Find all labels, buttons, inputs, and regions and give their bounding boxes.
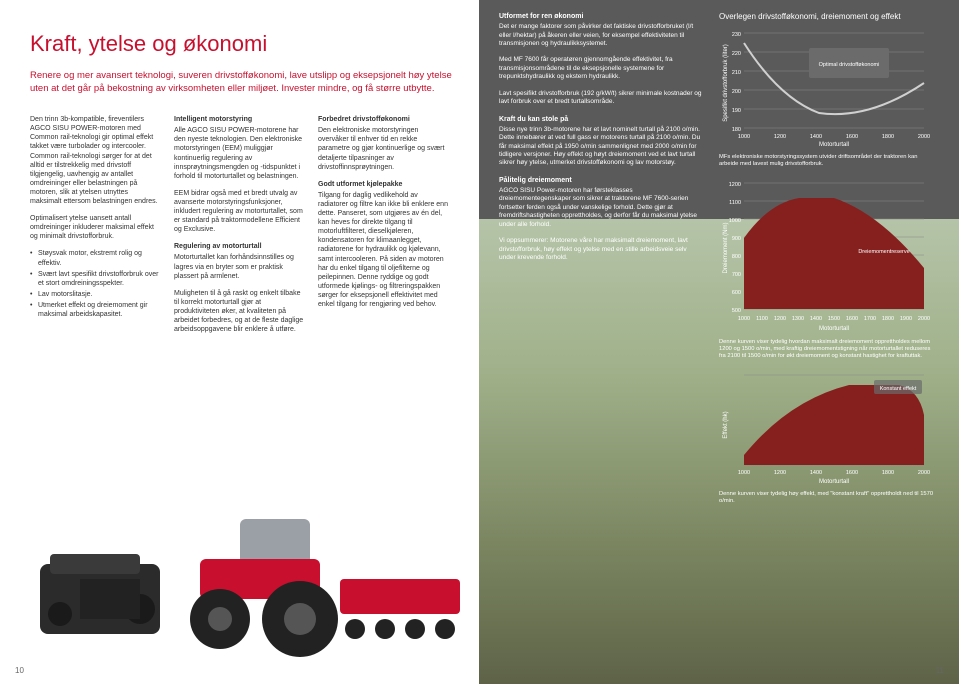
svg-text:210: 210: [732, 70, 741, 76]
svg-text:2000: 2000: [918, 470, 930, 476]
svg-text:Dreiemomentreserve: Dreiemomentreserve: [858, 249, 909, 255]
svg-text:700: 700: [732, 272, 741, 278]
r-p1: Det er mange faktorer som påvirker det f…: [499, 23, 705, 48]
power-chart: 1000 1200 1400 1600 1800 2000 Konstant effekt…: [719, 370, 934, 485]
svg-text:Motorturtall: Motorturtall: [819, 142, 849, 148]
svg-text:1400: 1400: [810, 470, 822, 476]
col2-para3: Motorturtallet kan forhåndsinnstilles og…: [174, 253, 304, 280]
bullet-item: Svært lavt spesifikt drivstofforbruk ove…: [30, 270, 160, 288]
svg-text:900: 900: [732, 236, 741, 242]
svg-text:Effekt (hk): Effekt (hk): [723, 412, 729, 439]
svg-text:1600: 1600: [846, 316, 858, 322]
tractor-image: [140, 489, 470, 659]
col2-para2: EEM bidrar også med et bredt utvalg av a…: [174, 189, 304, 234]
svg-text:1800: 1800: [882, 470, 894, 476]
svg-text:1400: 1400: [810, 134, 822, 140]
r-p6: Vi oppsummerer: Motorene våre har maksim…: [499, 237, 705, 262]
svg-text:1000: 1000: [738, 134, 750, 140]
page-spread: Kraft, ytelse og økonomi Renere og mer a…: [0, 0, 959, 684]
svg-text:500: 500: [732, 308, 741, 314]
svg-text:Motorturtall: Motorturtall: [819, 479, 849, 485]
svg-text:1000: 1000: [738, 470, 750, 476]
col2-heading1: Intelligent motorstyring: [174, 115, 304, 124]
svg-text:Dreiemoment (Nm): Dreiemoment (Nm): [723, 223, 729, 274]
charts-main-title: Overlegen drivstofføkonomi, dreiemoment …: [719, 12, 934, 22]
col1-para2: Optimalisert ytelse uansett antall omdre…: [30, 214, 160, 241]
svg-text:2000: 2000: [918, 134, 930, 140]
svg-text:1500: 1500: [828, 316, 840, 322]
svg-text:1000: 1000: [738, 316, 750, 322]
page-number-right: 11: [936, 666, 944, 676]
svg-text:190: 190: [732, 108, 741, 114]
page-title: Kraft, ytelse og økonomi: [30, 30, 459, 59]
svg-text:800: 800: [732, 254, 741, 260]
svg-text:1200: 1200: [729, 182, 741, 188]
col3-heading2: Godt utformet kjølepakke: [318, 180, 448, 189]
col3-heading1: Forbedret drivstofføkonomi: [318, 115, 448, 124]
col3-para1: Den elektroniske motorstyringen overvåke…: [318, 126, 448, 171]
svg-text:1200: 1200: [774, 134, 786, 140]
chart1-caption: MFs elektroniske motorstyringssystem utv…: [719, 154, 934, 168]
fuel-economy-chart: 230 220 210 200 190 180 1000 1200 1400 1600 1800 2…: [719, 28, 934, 148]
col2-para1: Alle AGCO SISU POWER-motorene har den ny…: [174, 126, 304, 181]
svg-text:Spesifikt drivstofforbruk (lit: Spesifikt drivstofforbruk (liter): [723, 45, 729, 123]
intro-text: Renere og mer avansert teknologi, suvere…: [30, 69, 459, 96]
svg-text:1300: 1300: [792, 316, 804, 322]
svg-text:180: 180: [732, 127, 741, 133]
svg-text:1000: 1000: [729, 218, 741, 224]
svg-text:1700: 1700: [864, 316, 876, 322]
svg-text:Optimal drivstofføkonomi: Optimal drivstofføkonomi: [819, 62, 880, 68]
r-h1: Utformet for ren økonomi: [499, 12, 705, 21]
page-number-left: 10: [15, 666, 24, 676]
svg-text:600: 600: [732, 290, 741, 296]
col3-para2: Tilgang for daglig vedlikehold av radiat…: [318, 191, 448, 309]
bullet-item: Utmerket effekt og dreiemoment gir maksi…: [30, 301, 160, 319]
left-page: Kraft, ytelse og økonomi Renere og mer a…: [0, 0, 479, 684]
chart2-caption: Denne kurven viser tydelig hvordan maksi…: [719, 339, 934, 360]
column-2: Intelligent motorstyring Alle AGCO SISU …: [174, 115, 304, 342]
col1-para1: Den trinn 3b-kompatible, fireventilers A…: [30, 115, 160, 206]
r-p5: AGCO SISU Power-motoren har førsteklasse…: [499, 187, 705, 229]
svg-text:2000: 2000: [918, 316, 930, 322]
svg-text:Konstant effekt: Konstant effekt: [880, 386, 917, 392]
r-h3: Pålitelig dreiemoment: [499, 176, 705, 185]
bullet-item: Støysvak motor, ekstremt rolig og effekt…: [30, 249, 160, 267]
bullet-item: Lav motorslitasje.: [30, 290, 160, 299]
svg-text:1200: 1200: [774, 470, 786, 476]
svg-text:Motorturtall: Motorturtall: [819, 326, 849, 332]
r-p2: Med MF 7600 får operatøren gjennomgående…: [499, 56, 705, 81]
chart3-caption: Denne kurven viser tydelig høy effekt, m…: [719, 491, 934, 505]
body-columns: Den trinn 3b-kompatible, fireventilers A…: [30, 115, 459, 342]
column-3: Forbedret drivstofføkonomi Den elektroni…: [318, 115, 448, 342]
svg-text:220: 220: [732, 51, 741, 57]
svg-text:200: 200: [732, 89, 741, 95]
right-charts-column: Overlegen drivstofføkonomi, dreiemoment …: [719, 12, 934, 664]
svg-text:1100: 1100: [756, 316, 768, 322]
svg-text:1800: 1800: [882, 316, 894, 322]
col1-bullets: Støysvak motor, ekstremt rolig og effekt…: [30, 249, 160, 319]
svg-text:1800: 1800: [882, 134, 894, 140]
svg-text:1600: 1600: [846, 470, 858, 476]
svg-text:1100: 1100: [729, 200, 741, 206]
svg-text:1600: 1600: [846, 134, 858, 140]
right-page: Utformet for ren økonomi Det er mange fa…: [479, 0, 959, 684]
col2-para4: Muligheten til å gå raskt og enkelt tilb…: [174, 289, 304, 334]
r-h2: Kraft du kan stole på: [499, 115, 705, 124]
r-p3: Lavt spesifikt drivstofforbruk (192 g/kW…: [499, 90, 705, 107]
column-1: Den trinn 3b-kompatible, fireventilers A…: [30, 115, 160, 342]
r-p4: Disse nye trinn 3b-motorene har et lavt …: [499, 126, 705, 168]
svg-text:1200: 1200: [774, 316, 786, 322]
right-text-column: Utformet for ren økonomi Det er mange fa…: [499, 12, 705, 664]
col2-heading2: Regulering av motorturtall: [174, 242, 304, 251]
svg-text:1400: 1400: [810, 316, 822, 322]
svg-text:230: 230: [732, 32, 741, 38]
svg-text:1900: 1900: [900, 316, 912, 322]
torque-chart: 1200 1100 1000 900 800 700 600 500 1000 1100 1200…: [719, 178, 934, 333]
